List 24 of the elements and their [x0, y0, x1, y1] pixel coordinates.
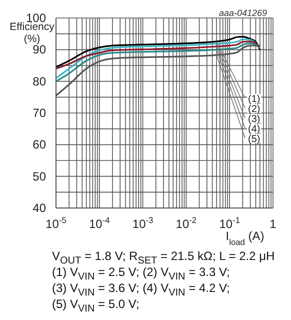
x-axis-title: I$_{load}$ (A) — [226, 229, 264, 247]
y-tick-label: 90 — [32, 42, 46, 57]
text: (4) — [248, 124, 260, 135]
y-tick-label: 40 — [32, 201, 46, 215]
y-tick-label: 60 — [32, 138, 46, 152]
text: (2) — [248, 104, 260, 115]
y-tick-label: 80 — [32, 74, 46, 88]
text: (3) — [248, 114, 260, 125]
x-tick-label: 10$^{-2}$ — [176, 215, 197, 231]
x-tick-label: 10$^{-3}$ — [132, 215, 154, 231]
y-axis-title: Efficiency (%) — [10, 21, 56, 45]
text: (1) V$_{VIN}$ = 2.5 V; (2) V$_{VIN}$ = 3.3 V; — [52, 265, 230, 282]
text: (5) — [248, 134, 260, 145]
y-tick-label: 70 — [32, 106, 46, 120]
y-tick-label: 50 — [32, 169, 46, 184]
x-tick-label: 1 — [270, 217, 277, 231]
x-tick-label: 10$^{-1}$ — [219, 215, 240, 231]
text: (1) — [248, 94, 260, 105]
text: (3) V$_{VIN}$ = 3.6 V; (4) V$_{VIN}$ = 4.2 V; — [52, 281, 230, 298]
x-tick-label: 10$^{-5}$ — [46, 215, 67, 231]
text: (5) V$_{VIN}$ = 5.0 V; — [52, 297, 140, 314]
annotation: aaa-041269 — [218, 8, 267, 18]
text: V$_{OUT}$ = 1.8 V; R$_{SET}$ = 21.5 kΩ; L = 2.2 μH — [52, 248, 276, 266]
x-tick-label: 10$^{-4}$ — [88, 215, 110, 231]
